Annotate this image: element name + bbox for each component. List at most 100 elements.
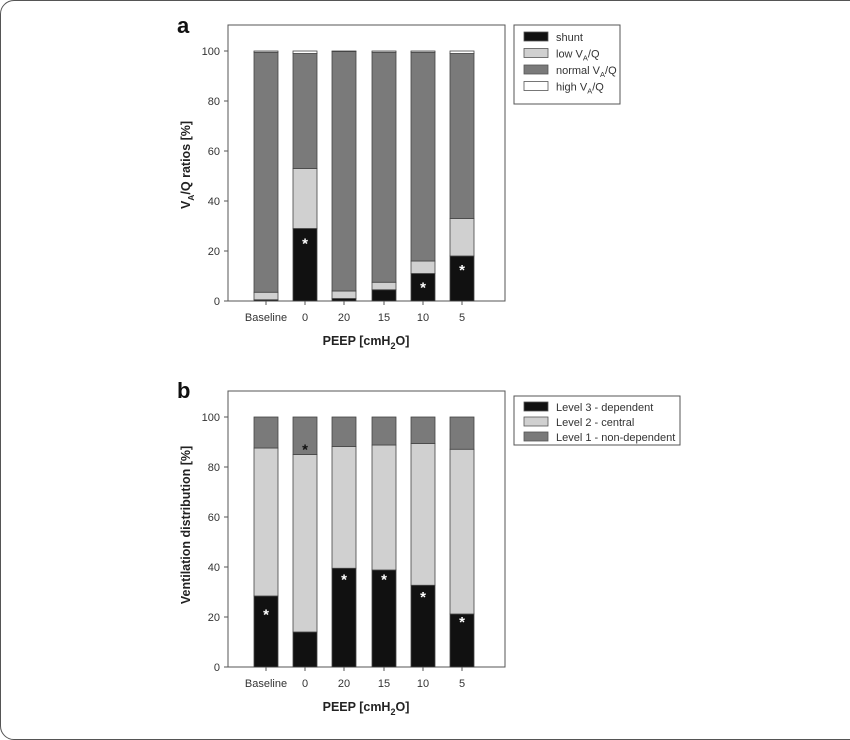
bar-stack [371,50,397,302]
x-tick-label: 5 [459,678,465,690]
x-tick-label: 20 [338,678,350,690]
bar-segment [331,51,357,292]
x-tick-label: 20 [338,312,350,324]
bar-segment [292,168,318,229]
bar-segment [449,50,475,54]
plot-area-a [227,24,506,302]
bar-stack [371,416,397,668]
legend-swatch [523,64,549,75]
legend-entry: Level 3 - dependent [556,402,653,414]
bar-segment [371,416,397,446]
legend-swatch [523,31,549,42]
bar-segment [292,53,318,169]
x-tick-label: Baseline [245,312,287,324]
bar-segment [253,291,279,301]
significance-asterisk: * [459,262,465,279]
y-tick-label: 80 [208,96,220,108]
x-tick-label: 0 [302,312,308,324]
legend-entry: Level 2 - central [556,417,634,429]
legend-a: shunt low VA/Q normal VA/Q high VA/Q [513,24,621,105]
bar-segment [371,444,397,571]
bar-stack [449,50,475,302]
plot-area-b [227,390,506,668]
bar-segment [331,290,357,299]
bar-segment [449,448,475,615]
bar-segment [331,50,357,52]
bar-segment [449,218,475,257]
y-tick-label: 80 [208,462,220,474]
bar-segment [292,50,318,54]
bar-segment [449,416,475,450]
x-tick-label: 10 [417,678,429,690]
bar-segment [371,281,397,291]
bar-segment [410,443,436,586]
y-tick-label: 60 [208,512,220,524]
bar-segment [331,416,357,447]
bar-stack [253,416,279,668]
x-axis-label-a: PEEP [cmH2O] [323,334,410,351]
y-axis-label-a: VA/Q ratios [%] [179,121,196,209]
bar-stack [410,416,436,668]
y-tick-label: 40 [208,196,220,208]
bar-segment [253,416,279,449]
bar-segment [410,50,436,53]
significance-asterisk: * [341,572,347,589]
bar-segment [292,454,318,633]
bar-stack [410,50,436,302]
bar-stack [253,50,279,302]
bar-segment [253,447,279,597]
bar-segment [410,260,436,274]
bar-segment [253,50,279,53]
bar-stack [331,416,357,668]
bar-segment [331,446,357,569]
bars-b: * * * * * * [253,416,475,668]
significance-asterisk: * [381,572,387,589]
legend-entry: low VA/Q [556,49,600,63]
significance-asterisk: * [302,236,308,253]
panel-b: b * * * * * * 0 20 40 60 80 100 Baseline 0 20 15 10 5 V… [177,378,681,717]
significance-asterisk: * [459,614,465,631]
bar-segment [371,51,397,283]
bar-segment [449,53,475,219]
bar-segment [449,613,475,668]
legend-entry: normal VA/Q [556,65,617,79]
legend-swatch [523,48,549,58]
x-tick-label: 15 [378,312,390,324]
bar-stack [292,416,318,668]
y-tick-label: 0 [214,662,220,674]
y-tick-label: 20 [208,612,220,624]
panel-label-b: b [177,378,190,403]
y-axis-a: 0 20 40 60 80 100 [202,46,228,308]
bar-segment [292,416,318,455]
bar-stack [331,50,357,302]
significance-asterisk: * [420,589,426,606]
y-tick-label: 20 [208,246,220,258]
significance-asterisk: * [420,279,426,296]
x-tick-label: 5 [459,312,465,324]
y-tick-label: 0 [214,296,220,308]
significance-asterisk: * [263,607,269,624]
bar-segment [371,50,397,53]
y-tick-label: 60 [208,146,220,158]
x-axis-b: Baseline 0 20 15 10 5 [245,667,465,690]
panel-a: a * * * 0 20 40 60 80 100 Baseline 0 20 15 10 5 VA/Q… [177,13,621,351]
x-tick-label: 10 [417,312,429,324]
x-tick-label: 0 [302,678,308,690]
significance-asterisk: * [302,442,308,459]
bar-segment [410,416,436,444]
bar-stack [449,416,475,668]
x-axis-a: Baseline 0 20 15 10 5 [245,301,465,324]
y-tick-label: 40 [208,562,220,574]
legend-swatch [523,431,549,442]
legend-swatch [523,401,549,412]
bar-segment [292,228,318,302]
bars-a: * * * [253,50,475,302]
y-axis-label-b: Ventilation distribution [%] [179,446,193,604]
legend-b: Level 3 - dependent Level 2 - central Leve… [513,395,681,446]
x-tick-label: 15 [378,678,390,690]
legend-swatch [523,81,549,91]
y-tick-label: 100 [202,412,220,424]
bar-segment [371,289,397,302]
bar-stack [292,50,318,302]
legend-entry: Level 1 - non-dependent [556,432,675,444]
